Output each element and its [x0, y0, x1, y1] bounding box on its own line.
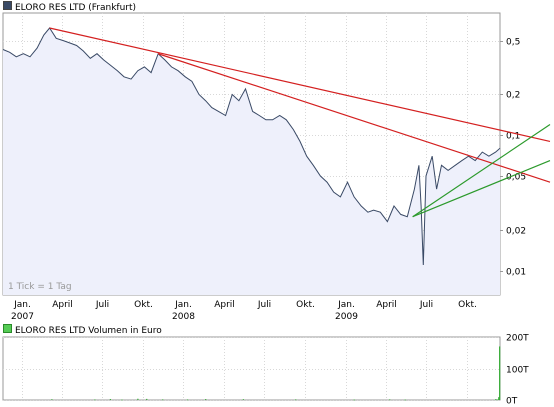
volume-legend-swatch — [3, 324, 12, 333]
trendline-red — [49, 27, 551, 143]
price-legend-label: ELORO RES LTD (Frankfurt) — [15, 3, 137, 13]
x-tick-label: Jan. — [13, 300, 31, 310]
volume-plot-frame — [2, 336, 501, 401]
x-tick-label: Jan. — [337, 300, 355, 310]
price-legend: ELORO RES LTD (Frankfurt) — [3, 1, 137, 13]
volume-bar — [94, 399, 96, 401]
volume-bar — [496, 399, 498, 401]
trendline-green — [412, 159, 551, 218]
volume-bar — [495, 399, 497, 401]
x-tick-label: Juli — [95, 300, 109, 310]
volume-y-tick-label: 100T — [506, 366, 529, 376]
volume-bar — [137, 398, 139, 400]
x-tick-label: Okt. — [296, 300, 315, 310]
price-legend-swatch — [3, 1, 12, 10]
x-year-label: 2007 — [11, 312, 34, 322]
price-area — [3, 28, 500, 295]
volume-panel: 200T 100T 0T — [2, 334, 529, 407]
x-tick-label: Okt. — [458, 300, 477, 310]
trendline-green — [412, 124, 551, 218]
x-tick-label: Jan. — [174, 300, 192, 310]
volume-bar — [121, 399, 123, 401]
volume-bar — [146, 398, 148, 400]
x-tick-label: Okt. — [134, 300, 153, 310]
volume-bar — [109, 399, 111, 400]
volume-bar — [499, 346, 501, 400]
volume-bar — [389, 399, 391, 401]
x-tick-label: Juli — [419, 300, 433, 310]
price-y-tick-label: 0,02 — [506, 227, 526, 237]
price-y-tick-label: 0,2 — [506, 91, 520, 101]
volume-legend: ELORO RES LTD Volumen in Euro — [3, 324, 162, 336]
volume-bar — [242, 399, 244, 401]
volume-bar — [51, 399, 53, 401]
x-tick-label: April — [52, 300, 73, 310]
trendline-red — [157, 53, 551, 183]
x-year-label: 2008 — [172, 312, 195, 322]
x-year-label: 2009 — [335, 312, 358, 322]
x-tick-label: April — [376, 300, 397, 310]
price-y-tick-label: 0,05 — [506, 173, 526, 183]
price-y-tick-label: 0,1 — [506, 132, 520, 142]
tick-note: 1 Tick = 1 Tag — [8, 282, 72, 292]
volume-y-tick-label: 200T — [506, 334, 529, 344]
volume-bar — [295, 399, 297, 401]
price-y-tick-label: 0,01 — [506, 268, 526, 278]
price-panel: 0,5 0,2 0,1 0,05 0,02 0,01 Jan. 2007 April Juli Ok… — [2, 12, 551, 322]
price-line — [2, 27, 501, 266]
x-tick-label: April — [214, 300, 235, 310]
volume-bar — [353, 399, 355, 401]
volume-y-tick-label: 0T — [506, 397, 518, 407]
volume-bar — [404, 399, 406, 401]
x-tick-label: Juli — [257, 300, 271, 310]
price-y-tick-label: 0,5 — [506, 38, 520, 48]
volume-bar — [205, 399, 207, 400]
volume-legend-label: ELORO RES LTD Volumen in Euro — [15, 326, 162, 336]
volume-bar — [186, 399, 189, 401]
volume-bar — [498, 397, 500, 400]
volume-bar — [162, 399, 164, 401]
